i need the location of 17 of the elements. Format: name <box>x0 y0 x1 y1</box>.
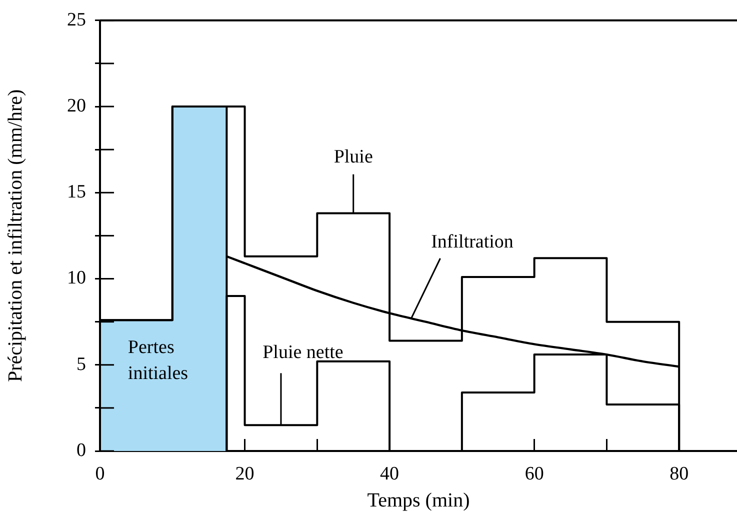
annotation: Infiltration <box>431 231 514 252</box>
x-tick-label: 60 <box>524 463 544 484</box>
y-tick-label: 0 <box>76 440 86 461</box>
y-axis-title: Précipitation et infiltration (mm/hre) <box>4 89 26 382</box>
x-tick-label: 40 <box>380 463 400 484</box>
x-axis-title: Temps (min) <box>367 489 470 512</box>
x-tick-label: 20 <box>235 463 254 484</box>
y-tick-label: 20 <box>67 96 86 117</box>
x-tick-label: 80 <box>670 463 689 484</box>
annotation: Pertes initiales <box>128 336 188 384</box>
y-tick-label: 25 <box>67 9 86 30</box>
y-tick-label: 5 <box>76 354 86 375</box>
y-tick-label: 10 <box>67 268 86 289</box>
y-tick-label: 15 <box>67 182 86 203</box>
annotation: Pluie <box>334 146 373 168</box>
annotation: Pluie nette <box>262 342 344 364</box>
x-tick-label: 0 <box>95 463 105 484</box>
